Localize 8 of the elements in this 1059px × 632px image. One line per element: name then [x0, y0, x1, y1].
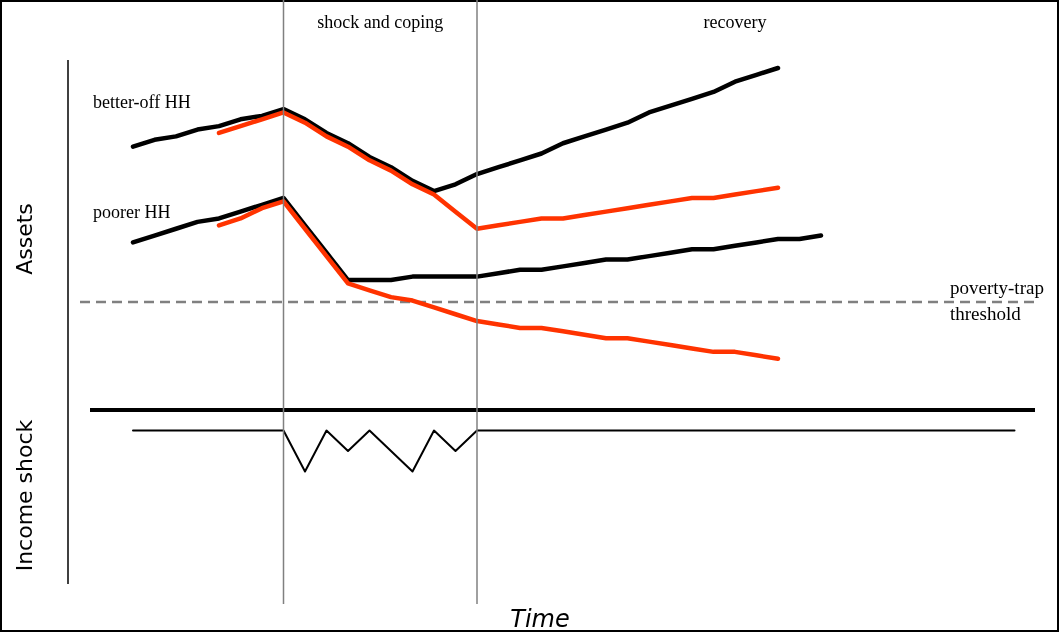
text: recovery	[703, 12, 767, 32]
annotation: better-off HH	[93, 92, 191, 112]
annotation: poorer HH	[93, 202, 171, 222]
y-axis-title: Assets	[12, 203, 37, 275]
ref-line-label: poverty-trap threshold	[950, 276, 1044, 324]
text: Income shock	[12, 419, 37, 572]
text: shock and coping	[317, 12, 444, 32]
text: Time	[510, 605, 570, 632]
